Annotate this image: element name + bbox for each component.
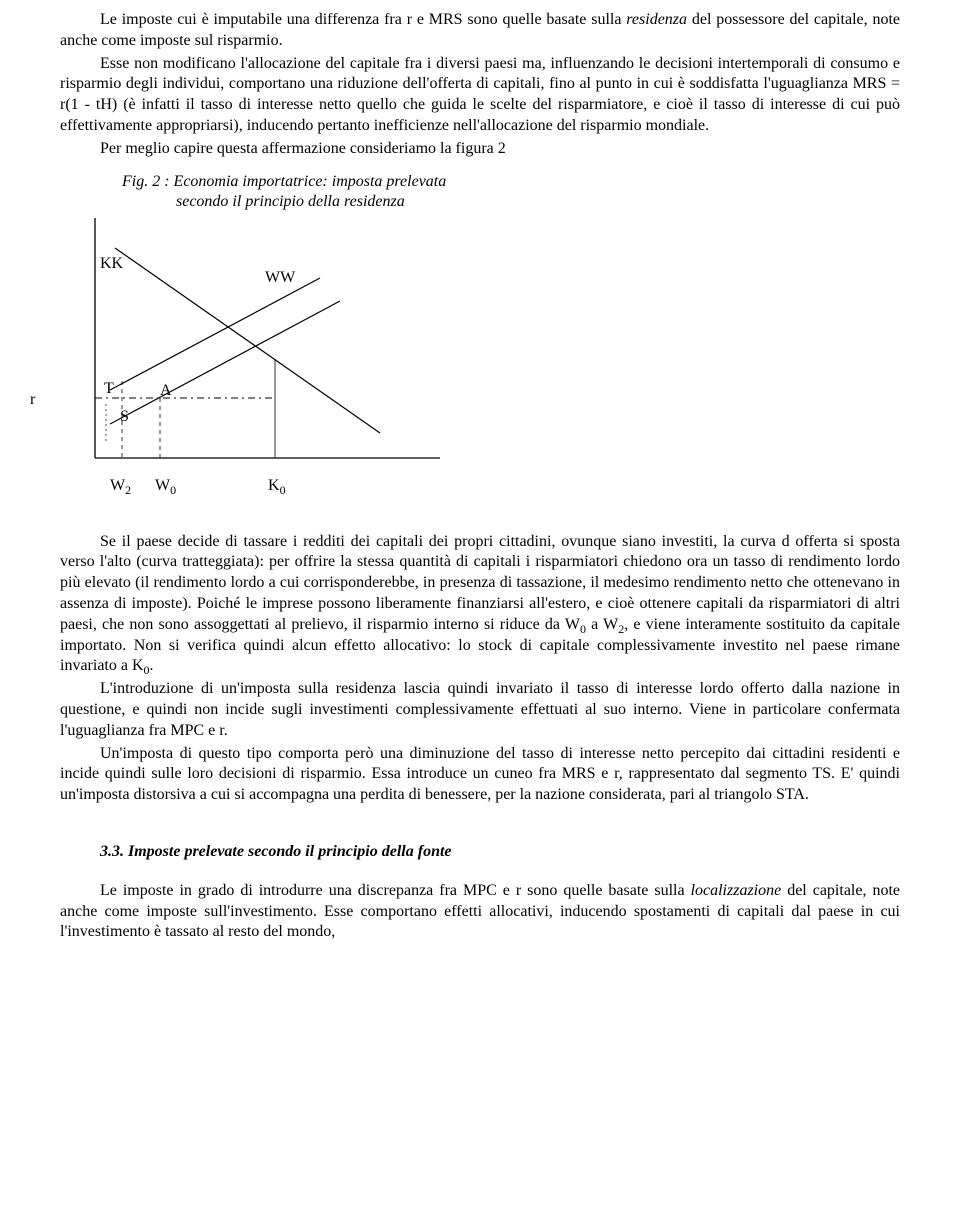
- figure-caption: Fig. 2 : Economia importatrice: imposta …: [122, 172, 900, 212]
- figure-svg: KK WW T A S: [60, 218, 480, 518]
- paragraph-7: Le imposte in grado di introdurre una di…: [60, 881, 900, 943]
- x-label-w0: W0: [155, 476, 176, 497]
- figure-2: r KK WW T A S: [60, 218, 900, 518]
- a-label: A: [160, 382, 172, 399]
- p1-lead: Le imposte cui è imputabile una differen…: [100, 11, 626, 28]
- p5-text: L'introduzione di un'imposta sulla resid…: [60, 680, 900, 739]
- axis-label-r: r: [30, 390, 35, 411]
- p4-lead: Se il paese decide di tassare i redditi …: [100, 533, 723, 550]
- ww-shifted: [110, 278, 320, 390]
- ww-label: WW: [265, 269, 296, 286]
- p6-text: Un'imposta di questo tipo comporta però …: [60, 745, 900, 804]
- paragraph-6: Un'imposta di questo tipo comporta però …: [60, 744, 900, 806]
- paragraph-1: Le imposte cui è imputabile una differen…: [60, 10, 900, 52]
- s-label: S: [120, 408, 129, 425]
- section-3-3-title: 3.3. Imposte prelevate secondo il princi…: [60, 842, 900, 863]
- p1-residenza: residenza: [626, 11, 687, 28]
- paragraph-3: Per meglio capire questa affermazione co…: [60, 139, 900, 160]
- fig-caption-line2: secondo il principio della residenza: [176, 192, 405, 212]
- p4-mid1: a W: [586, 616, 618, 633]
- x-label-w2: W2: [110, 476, 131, 497]
- p7-lead: Le imposte in grado di introdurre una di…: [100, 882, 691, 899]
- ww-original: [110, 301, 340, 424]
- p3-text: Per meglio capire questa affermazione co…: [100, 140, 506, 157]
- paragraph-2: Esse non modificano l'allocazione del ca…: [60, 54, 900, 137]
- paragraph-5: L'introduzione di un'imposta sulla resid…: [60, 679, 900, 741]
- section-title-text: 3.3. Imposte prelevate secondo il princi…: [100, 843, 452, 860]
- fig-caption-line1: Fig. 2 : Economia importatrice: imposta …: [122, 173, 446, 190]
- kk-label: KK: [100, 255, 124, 272]
- p2-text: Esse non modificano l'allocazione del ca…: [60, 55, 900, 134]
- t-label: T: [104, 380, 114, 397]
- x-label-k0: K0: [268, 476, 286, 497]
- paragraph-4: Se il paese decide di tassare i redditi …: [60, 532, 900, 678]
- p4-tail: .: [150, 657, 154, 674]
- kk-line: [115, 248, 380, 433]
- p7-loc: localizzazione: [691, 882, 782, 899]
